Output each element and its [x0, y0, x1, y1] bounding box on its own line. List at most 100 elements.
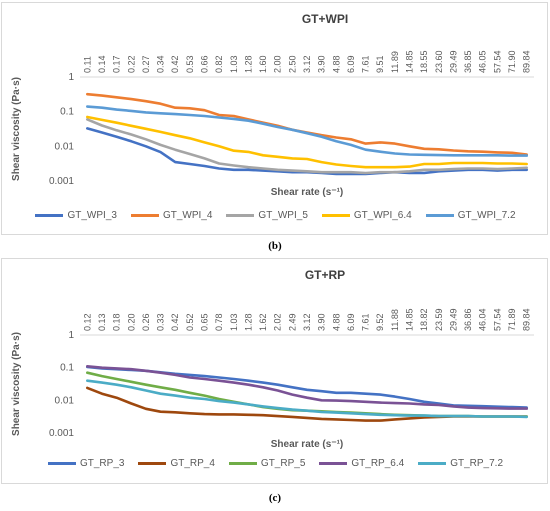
series-line-gt-rp-7-2 — [86, 379, 529, 419]
y-axis-label: Shear viscosity (Pa·s) — [11, 332, 22, 436]
x-tick-label: 0.52 — [185, 313, 195, 331]
legend-label: GT_RP_5 — [260, 458, 306, 469]
x-tick-label: 23.60 — [434, 50, 444, 73]
x-tick-label: 0.33 — [156, 313, 166, 331]
x-tick-label: 3.12 — [302, 55, 312, 73]
x-tick-label: 9.52 — [375, 313, 385, 331]
x-tick-label: 2.49 — [287, 313, 297, 331]
x-tick-label: 3.90 — [317, 55, 327, 73]
x-tick-label: 0.42 — [170, 313, 180, 331]
chart-title: GT+RP — [305, 268, 345, 282]
x-tick-label: 4.88 — [331, 55, 341, 73]
x-tick-label: 3.12 — [302, 313, 312, 331]
x-tick-label: 11.89 — [390, 51, 400, 73]
legend-label: GT_WPI_4 — [162, 210, 213, 221]
legend-swatch — [319, 462, 348, 465]
legend-swatch — [138, 462, 167, 465]
x-tick-label: 0.18 — [112, 313, 122, 331]
x-tick-label: 57.54 — [492, 50, 502, 73]
x-tick-label: 1.28 — [243, 55, 253, 73]
legend-item: GT_WPI_7.2 — [425, 210, 516, 221]
y-tick-label: 0.001 — [49, 176, 74, 187]
x-tick-label: 0.22 — [126, 55, 136, 73]
series-line-gt-wpi-7-2 — [86, 105, 529, 157]
legend-item: GT_RP_7.2 — [418, 458, 503, 469]
x-tick-label: 2.02 — [273, 313, 283, 331]
legend-label: GT_RP_4 — [170, 458, 215, 469]
x-tick-label: 1.03 — [229, 313, 239, 331]
x-tick-label: 0.78 — [214, 313, 224, 331]
chart-panel-gt-wpi: GT+WPI 0.11 0.14 0.17 0.22 0.27 0.34 0.42 0.53 0.… — [1, 2, 548, 235]
x-tick-label: 0.17 — [112, 55, 122, 73]
x-tick-label: 1.03 — [229, 55, 239, 73]
x-tick-label: 0.14 — [97, 55, 107, 73]
legend-swatch — [425, 214, 454, 217]
series-line-gt-wpi-5 — [86, 118, 529, 175]
legend-label: GT_WPI_7.2 — [457, 210, 516, 221]
x-tick-label: 29.49 — [448, 308, 458, 331]
legend-item: GT_RP_3 — [47, 458, 125, 469]
x-tick-label: 0.82 — [214, 55, 224, 73]
chart-panel-gt-rp: GT+RP 0.12 0.13 0.18 0.20 0.26 0.33 0.42 0.52 0.6… — [1, 258, 548, 484]
legend-swatch — [47, 462, 76, 465]
x-tick-label: 11.88 — [390, 309, 400, 331]
x-tick-label: 29.49 — [448, 50, 458, 73]
x-axis-label: Shear rate (s⁻¹) — [271, 439, 344, 450]
x-tick-label: 14.85 — [405, 50, 415, 73]
x-tick-label: 71.90 — [507, 50, 517, 73]
y-tick-label: 0.1 — [60, 107, 74, 118]
x-tick-label: 0.65 — [199, 313, 209, 331]
x-tick-label: 0.20 — [126, 313, 136, 331]
x-tick-label: 2.50 — [287, 55, 297, 73]
y-tick-label: 0.01 — [55, 395, 75, 406]
x-tick-label: 0.11 — [82, 56, 92, 73]
legend-label: GT_WPI_6.4 — [353, 210, 412, 221]
x-tick-label: 89.84 — [522, 308, 532, 331]
legend-swatch — [130, 214, 159, 217]
x-tick-label: 1.60 — [258, 55, 268, 73]
x-tick-label: 46.04 — [478, 308, 488, 331]
x-tick-label: 18.82 — [419, 308, 429, 331]
chart-gt-rp: GT+RP 0.12 0.13 0.18 0.20 0.26 0.33 0.42 0.52 0.6… — [11, 268, 534, 450]
x-tick-label: 36.85 — [463, 50, 473, 73]
x-tick-label: 89.84 — [522, 50, 532, 73]
x-axis-label: Shear rate (s⁻¹) — [271, 187, 344, 198]
legend-swatch — [418, 462, 447, 465]
y-tick-label: 0.001 — [49, 428, 74, 439]
legend-item: GT_RP_5 — [228, 458, 306, 469]
legend-label: GT_WPI_5 — [258, 210, 308, 221]
legend-label: GT_RP_6.4 — [351, 458, 405, 469]
x-tick-label: 14.85 — [405, 308, 415, 331]
y-tick-label: 0.01 — [55, 141, 75, 152]
legend-item: GT_RP_4 — [138, 458, 215, 469]
y-tick-label: 1 — [68, 72, 74, 83]
chart-title: GT+WPI — [302, 12, 348, 26]
x-tick-label: 0.26 — [141, 313, 151, 331]
figure-caption-b: (b) — [268, 240, 282, 252]
legend-swatch — [35, 214, 64, 217]
legend-label: GT_RP_3 — [79, 458, 125, 469]
x-tick-label: 0.12 — [82, 313, 92, 331]
x-tick-label: 0.27 — [141, 55, 151, 73]
x-tick-label: 71.89 — [507, 308, 517, 331]
x-tick-label: 0.34 — [156, 55, 166, 73]
legend-item: GT_WPI_4 — [130, 210, 213, 221]
legend-item: GT_WPI_3 — [35, 210, 117, 221]
legend-label: GT_RP_7.2 — [450, 458, 504, 469]
series-line-gt-rp-6-4 — [86, 365, 529, 410]
legend-item: GT_RP_6.4 — [319, 458, 404, 469]
x-tick-label: 3.90 — [317, 313, 327, 331]
figure-caption-c: (c) — [268, 492, 282, 504]
legend-gt-wpi: GT_WPI_3 GT_WPI_4 GT_WPI_5 GT_WPI_6.4 GT_WPI… — [2, 210, 549, 221]
series-line-gt-wpi-6-4 — [86, 115, 529, 169]
x-tick-label: 7.61 — [361, 313, 371, 331]
legend-swatch — [226, 214, 255, 217]
legend-swatch — [321, 214, 350, 217]
legend-item: GT_WPI_6.4 — [321, 210, 412, 221]
x-tick-label: 9.51 — [375, 55, 385, 73]
x-tick-label: 0.13 — [97, 313, 107, 331]
legend-gt-rp: GT_RP_3 GT_RP_4 GT_RP_5 GT_RP_6.4 GT_RP_7.2 — [2, 458, 549, 469]
x-tick-label: 0.53 — [185, 55, 195, 73]
x-tick-label: 1.62 — [258, 313, 268, 331]
